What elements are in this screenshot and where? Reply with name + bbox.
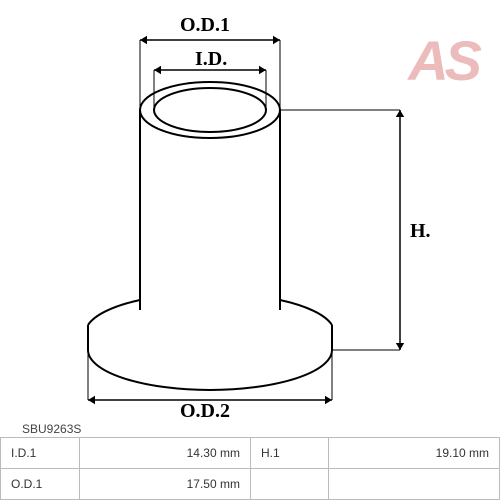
- spec-key: I.D.1: [1, 438, 80, 469]
- table-row: O.D.1 17.50 mm: [1, 469, 500, 500]
- label-od1: O.D.1: [180, 14, 230, 37]
- table-row: I.D.1 14.30 mm H.1 19.10 mm: [1, 438, 500, 469]
- label-id: I.D.: [195, 48, 227, 71]
- label-od2: O.D.2: [180, 400, 230, 423]
- spec-table: I.D.1 14.30 mm H.1 19.10 mm O.D.1 17.50 …: [0, 437, 500, 500]
- spec-key: O.D.1: [1, 469, 80, 500]
- label-h: H.: [410, 220, 431, 243]
- spec-key: [250, 469, 328, 500]
- bushing-diagram: O.D.1 I.D. O.D.2 H.: [0, 0, 500, 420]
- spec-value: 17.50 mm: [79, 469, 250, 500]
- spec-value: 14.30 mm: [79, 438, 250, 469]
- spec-key: H.1: [250, 438, 328, 469]
- spec-value: 19.10 mm: [328, 438, 499, 469]
- spec-value: [328, 469, 499, 500]
- part-number: SBU9263S: [22, 422, 81, 436]
